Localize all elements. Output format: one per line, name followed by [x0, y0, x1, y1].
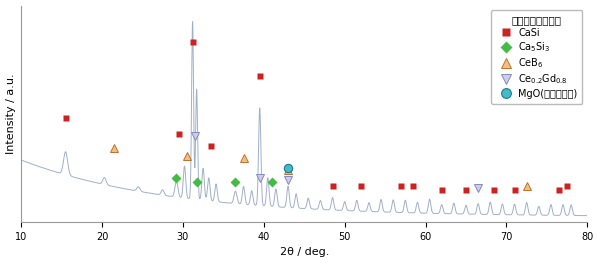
Y-axis label: Intensity / a.u.: Intensity / a.u. [5, 74, 16, 154]
Legend: CaSi, Ca$_5$Si$_3$, CeB$_6$, Ce$_{0.2}$Gd$_{0.8}$, MgO(るつぼ由来): CaSi, Ca$_5$Si$_3$, CeB$_6$, Ce$_{0.2}$G… [491, 11, 582, 104]
X-axis label: 2θ / deg.: 2θ / deg. [280, 247, 329, 257]
